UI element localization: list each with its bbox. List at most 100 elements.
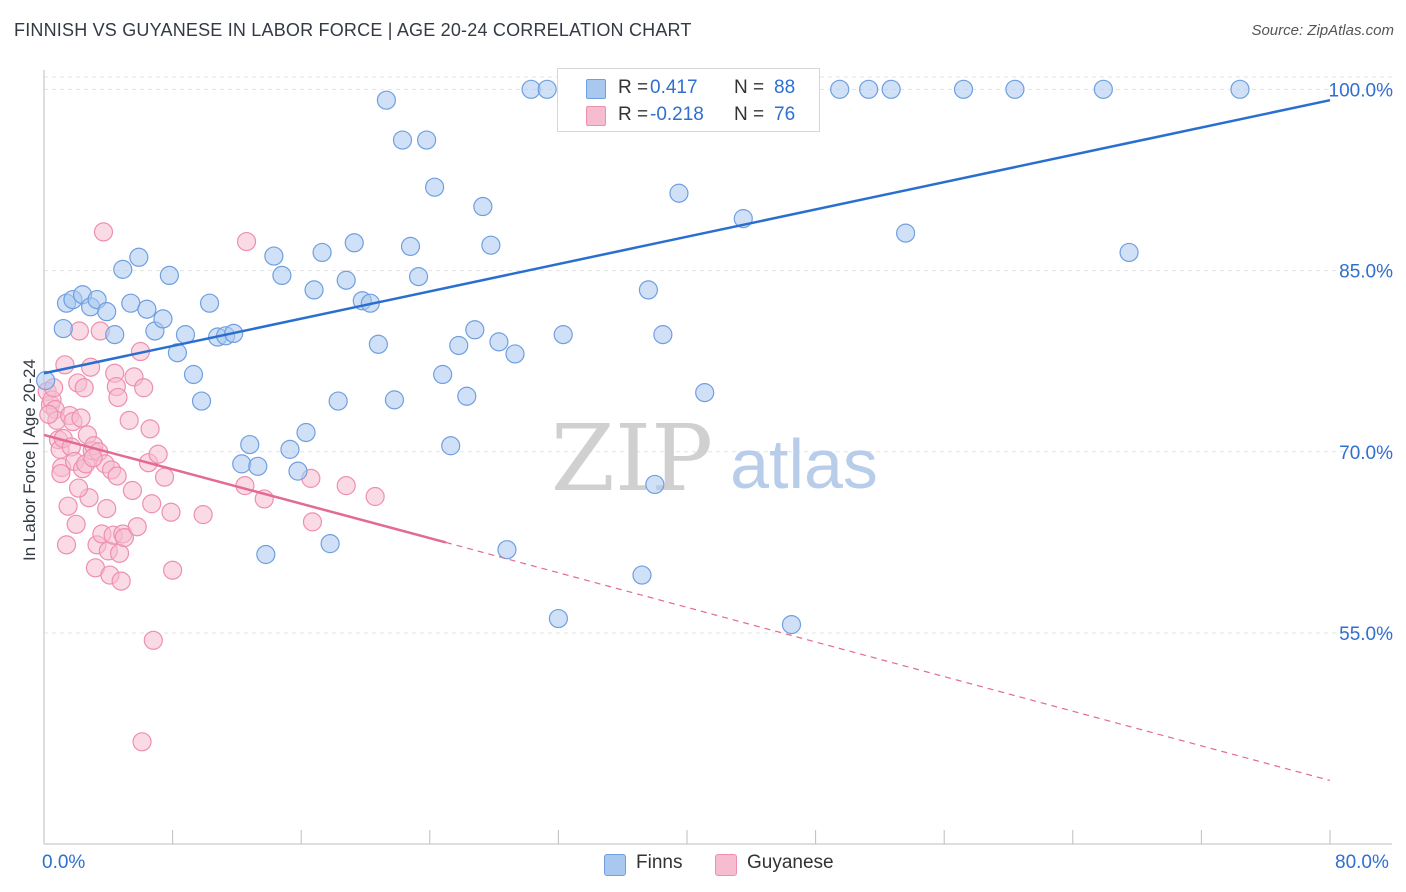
trend-lines — [43, 98, 1331, 782]
finns-point-28 — [264, 246, 284, 266]
correlation-legend: R = 0.417 N = 88 R = -0.218 N = 76 — [557, 68, 820, 132]
finns-point-12 — [137, 299, 157, 319]
finns-point-82 — [896, 223, 916, 243]
guyanese-point-59 — [161, 502, 181, 522]
guyanese-point-63 — [236, 231, 257, 252]
guyanese-point-34 — [93, 222, 114, 242]
finns-point-83 — [953, 79, 974, 99]
finns-point-77 — [781, 614, 802, 635]
finns-point-55 — [481, 235, 501, 255]
finns-n-label: N = — [734, 77, 765, 98]
guyanese-r-value: -0.218 — [650, 104, 704, 125]
finns-point-11 — [129, 247, 149, 267]
y-tick-labels: 55.0% 70.0% 85.0% 100.0% — [1329, 80, 1394, 645]
y-tick-label-3: 100.0% — [1329, 80, 1394, 101]
guyanese-point-43 — [108, 387, 128, 408]
finns-point-31 — [288, 461, 308, 481]
x-tick-max: 80.0% — [1335, 852, 1389, 873]
guyanese-point-69 — [39, 404, 59, 424]
finns-point-42 — [376, 90, 396, 110]
finns-point-79 — [830, 79, 850, 99]
finns-point-19 — [191, 391, 212, 411]
finns-point-38 — [344, 233, 364, 253]
finns-point-8 — [105, 325, 125, 345]
finns-point-45 — [400, 236, 421, 257]
finns-point-60 — [537, 79, 557, 99]
finns-point-59 — [521, 79, 541, 99]
finns-point-70 — [669, 183, 689, 203]
finns-point-69 — [653, 325, 673, 345]
finns-point-67 — [638, 280, 659, 300]
finns-point-68 — [645, 474, 665, 495]
finns-point-18 — [183, 364, 204, 385]
finns-legend-swatch — [604, 854, 626, 876]
finns-point-43 — [384, 390, 405, 410]
finns-point-37 — [336, 270, 356, 290]
guyanese-r-label: R = — [618, 104, 649, 125]
guyanese-point-67 — [336, 476, 356, 496]
y-tick-label-2: 85.0% — [1339, 262, 1393, 283]
finns-n-value: 88 — [774, 77, 796, 98]
finns-point-80 — [859, 79, 879, 99]
finns-point-66 — [632, 565, 652, 585]
guyanese-point-12 — [58, 496, 78, 516]
grid-lines — [44, 76, 1392, 634]
guyanese-point-58 — [148, 444, 168, 464]
guyanese-point-19 — [69, 321, 89, 341]
y-axis-label: In Labor Force | Age 20-24 — [20, 359, 39, 561]
guyanese-point-68 — [365, 486, 385, 507]
finns-point-57 — [497, 540, 517, 560]
guyanese-trend-line — [43, 433, 447, 544]
guyanese-point-50 — [127, 517, 147, 537]
finns-point-58 — [505, 344, 525, 364]
finns-point-62 — [553, 325, 573, 345]
chart-title: FINNISH VS GUYANESE IN LABOR FORCE | AGE… — [14, 20, 692, 40]
finns-point-9 — [113, 259, 133, 279]
finns-point-52 — [457, 386, 477, 406]
finns-point-46 — [408, 267, 429, 287]
finns-point-48 — [425, 177, 445, 197]
finns-r-value: 0.417 — [650, 77, 698, 98]
watermark: ZIP atlas — [551, 405, 878, 512]
guyanese-point-17 — [66, 514, 86, 534]
guyanese-point-11 — [56, 535, 77, 555]
y-tick-label-1: 70.0% — [1339, 443, 1393, 464]
finns-point-84 — [1005, 79, 1025, 99]
finns-point-34 — [312, 242, 332, 263]
guyanese-point-75 — [154, 467, 175, 487]
finns-point-53 — [465, 320, 485, 340]
guyanese-point-45 — [111, 571, 131, 591]
guyanese-trend-extension — [445, 541, 1331, 782]
finns-point-24 — [232, 454, 252, 474]
finns-point-81 — [881, 79, 901, 99]
finns-point-72 — [695, 383, 715, 403]
finns-point-27 — [256, 544, 276, 565]
guyanese-point-61 — [193, 505, 213, 525]
finns-point-33 — [304, 280, 324, 300]
finns-point-0 — [36, 370, 56, 391]
guyanese-point-52 — [132, 732, 152, 752]
finns-point-86 — [1119, 242, 1139, 263]
finns-point-29 — [272, 265, 292, 286]
guyanese-point-53 — [134, 378, 154, 398]
guyanese-point-36 — [97, 499, 117, 519]
finns-point-85 — [1093, 79, 1113, 99]
finns-point-10 — [121, 293, 141, 313]
guyanese-n-value: 76 — [774, 104, 796, 125]
finns-legend-label: Finns — [636, 852, 683, 873]
guyanese-point-56 — [142, 494, 162, 514]
finns-point-14 — [153, 309, 173, 329]
finns-point-47 — [416, 130, 437, 150]
y-tick-label-0: 55.0% — [1339, 624, 1393, 645]
guyanese-legend-swatch — [715, 854, 737, 876]
guyanese-point-57 — [143, 630, 163, 650]
guyanese-point-70 — [51, 463, 71, 484]
finns-point-35 — [320, 534, 340, 554]
finns-point-44 — [392, 130, 413, 150]
watermark-atlas: atlas — [730, 425, 878, 503]
guyanese-point-47 — [114, 527, 134, 548]
finns-r-label: R = — [618, 77, 649, 98]
watermark-zip: ZIP — [551, 405, 713, 512]
guyanese-point-55 — [140, 419, 160, 439]
finns-point-49 — [433, 364, 453, 385]
